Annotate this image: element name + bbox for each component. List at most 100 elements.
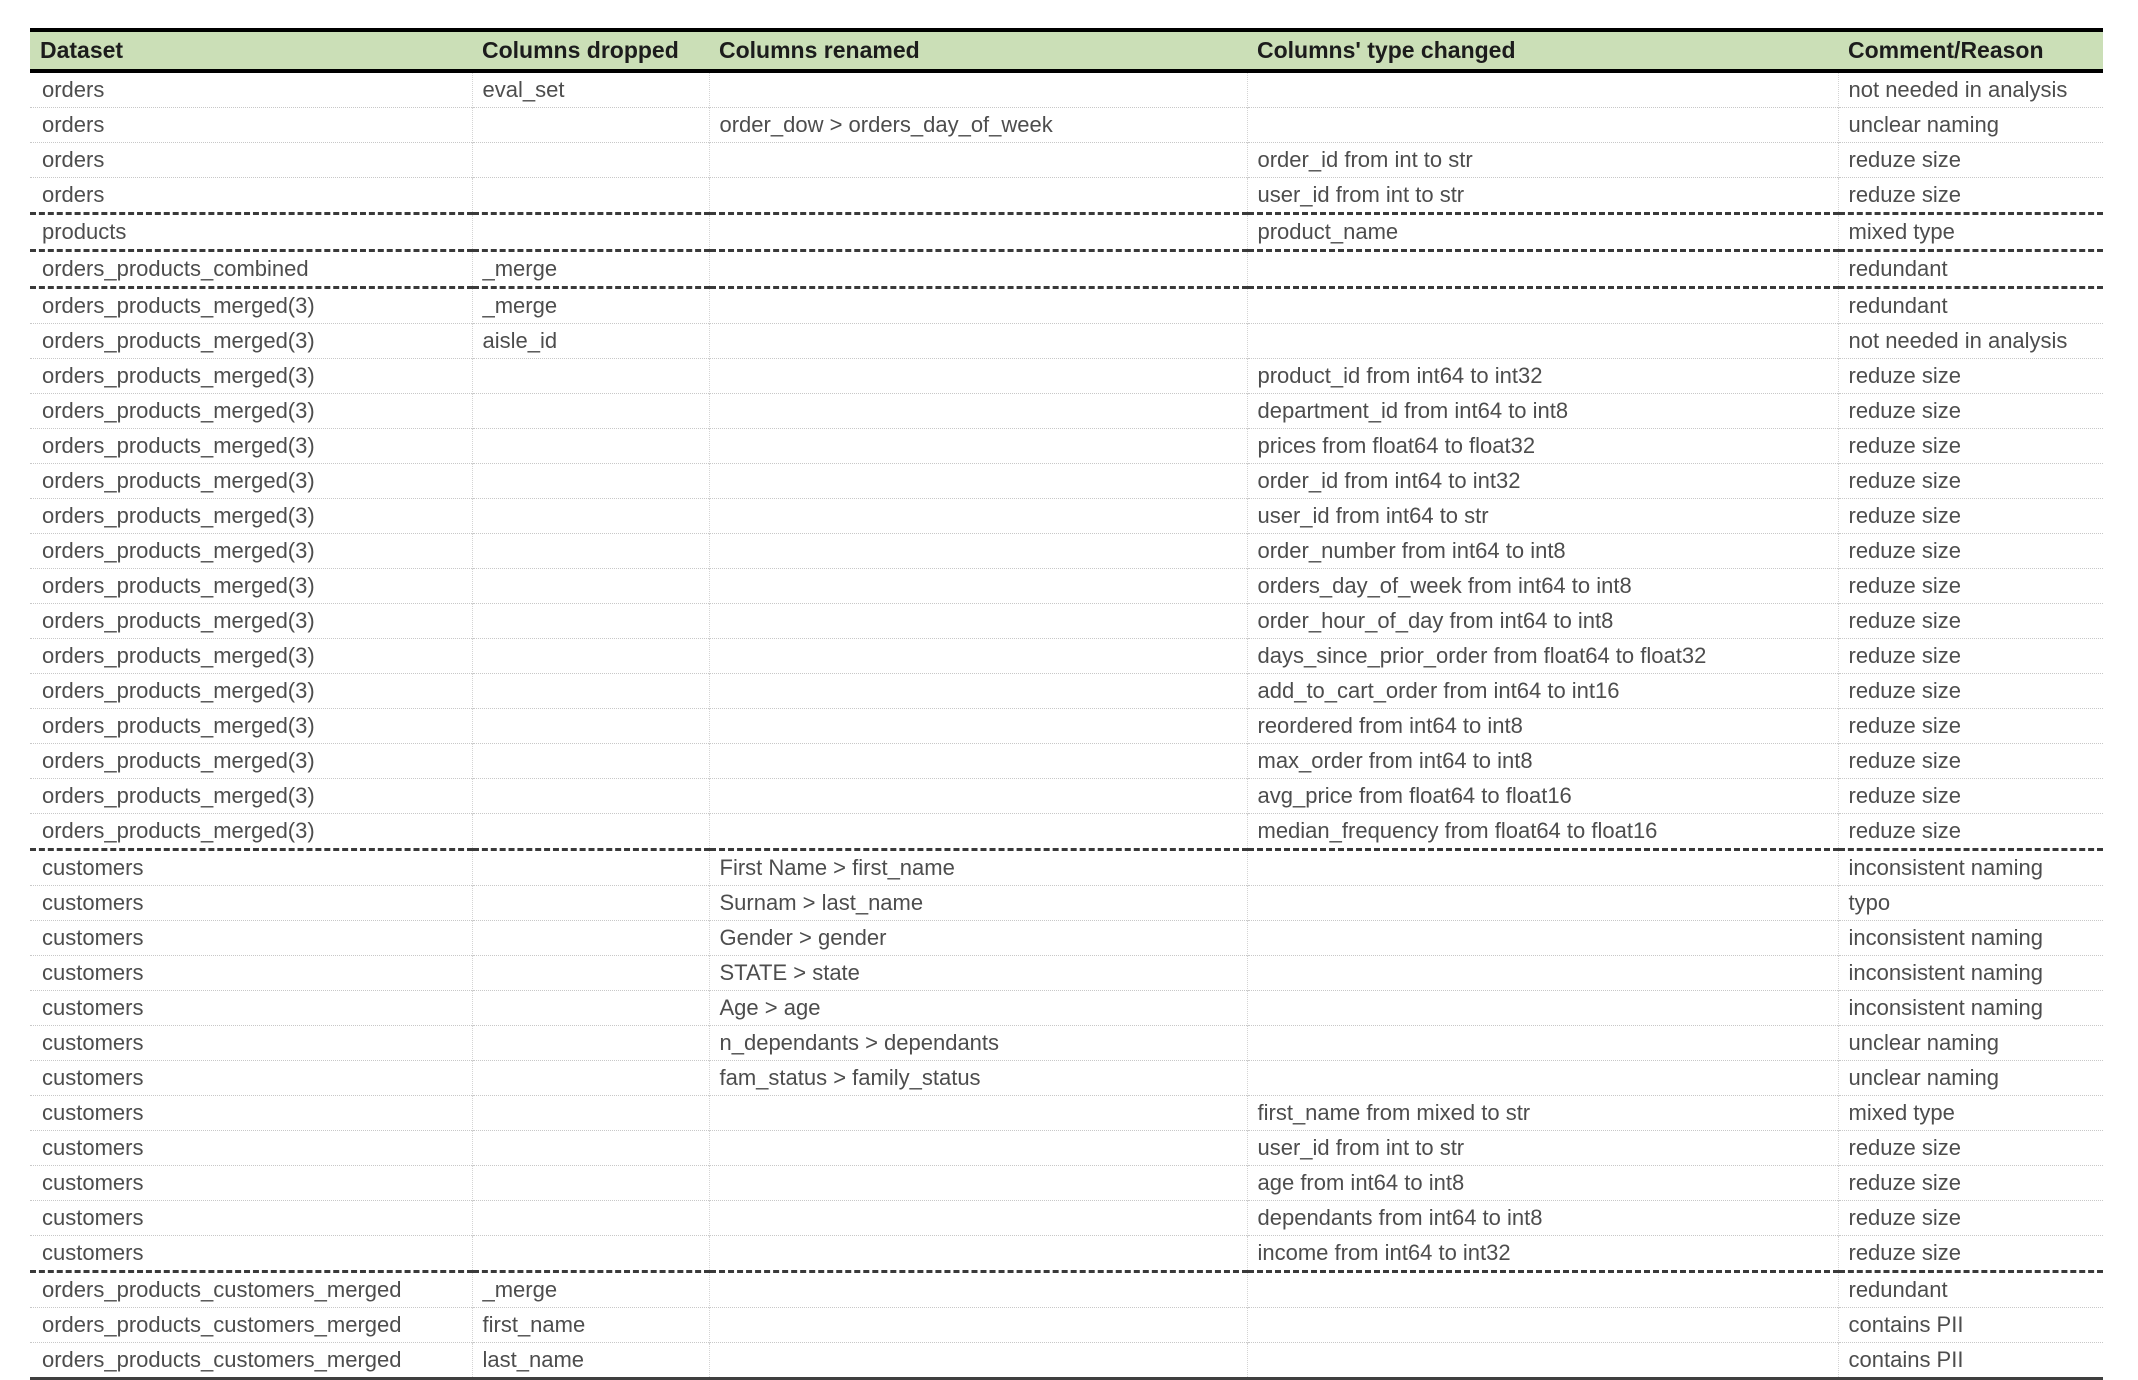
table-row: orders_products_merged(3) _merge redundant [30,286,2103,324]
cell-comment: contains PII [1837,1307,2103,1343]
cell-renamed [708,673,1247,709]
table-row: customers user_id from int to str reduze s… [30,1130,2103,1166]
cell-dataset: customers [30,1060,472,1096]
cell-renamed [708,323,1247,359]
cell-dropped [471,1025,709,1061]
cell-type-changed: prices from float64 to float32 [1246,428,1838,464]
cell-comment: reduze size [1837,813,2103,850]
cell-comment: reduze size [1837,1200,2103,1236]
cell-dataset: orders_products_merged(3) [30,603,472,639]
cell-dataset: orders_products_merged(3) [30,533,472,569]
cell-comment: reduze size [1837,463,2103,499]
table-row: customers income from int64 to int32 reduz… [30,1235,2103,1272]
column-header-comment-reason: Comment/Reason [1838,30,2103,73]
cell-dataset: customers [30,990,472,1026]
cell-dataset: customers [30,1095,472,1131]
cell-dropped [471,177,709,214]
cell-type-changed: product_name [1246,212,1838,251]
cell-renamed: n_dependants > dependants [708,1025,1247,1061]
cell-type-changed [1246,990,1838,1026]
cell-dropped [471,885,709,921]
cell-dropped [471,920,709,956]
cell-dropped [471,778,709,814]
cell-type-changed: reordered from int64 to int8 [1246,708,1838,744]
cell-renamed [708,708,1247,744]
table-row: orders_products_combined _merge redundant [30,249,2103,288]
cell-type-changed [1246,107,1838,143]
cell-comment: reduze size [1837,778,2103,814]
data-wrangling-log-table-container: Dataset Columns dropped Columns renamed … [30,28,2103,1380]
cell-renamed [708,813,1247,850]
table-row: orders_products_merged(3) order_hour_of_d… [30,603,2103,639]
cell-dropped: _merge [471,286,709,324]
table-body: orders eval_set not needed in analysis orde… [30,70,2103,1379]
cell-comment: mixed type [1837,1095,2103,1131]
cell-type-changed: first_name from mixed to str [1246,1095,1838,1131]
cell-type-changed: age from int64 to int8 [1246,1165,1838,1201]
cell-comment: reduze size [1837,1235,2103,1272]
cell-renamed: Surnam > last_name [708,885,1247,921]
column-header-columns-type-changed: Columns' type changed [1247,30,1838,73]
cell-comment: redundant [1837,1270,2103,1308]
cell-dropped [471,743,709,779]
cell-renamed: order_dow > orders_day_of_week [708,107,1247,143]
cell-dropped [471,848,709,886]
cell-type-changed: product_id from int64 to int32 [1246,358,1838,394]
cell-type-changed: department_id from int64 to int8 [1246,393,1838,429]
cell-type-changed [1246,249,1838,288]
cell-dataset: orders_products_merged(3) [30,393,472,429]
cell-type-changed [1246,70,1838,108]
cell-dataset: orders_products_merged(3) [30,463,472,499]
cell-dropped: aisle_id [471,323,709,359]
cell-comment: reduze size [1837,393,2103,429]
cell-type-changed [1246,1270,1838,1308]
cell-comment: not needed in analysis [1837,70,2103,108]
cell-renamed [708,142,1247,178]
cell-type-changed: user_id from int to str [1246,177,1838,214]
cell-type-changed: avg_price from float64 to float16 [1246,778,1838,814]
cell-comment: reduze size [1837,533,2103,569]
cell-type-changed: days_since_prior_order from float64 to f… [1246,638,1838,674]
cell-dropped [471,708,709,744]
cell-type-changed [1246,1307,1838,1343]
cell-comment: reduze size [1837,1130,2103,1166]
cell-type-changed: max_order from int64 to int8 [1246,743,1838,779]
cell-dataset: customers [30,848,472,886]
table-row: orders_products_merged(3) order_number fr… [30,533,2103,569]
column-header-columns-renamed: Columns renamed [709,30,1247,73]
table-row: customers Surnam > last_name typo [30,885,2103,921]
column-header-columns-dropped: Columns dropped [472,30,709,73]
cell-comment: contains PII [1837,1342,2103,1379]
cell-dataset: customers [30,1200,472,1236]
cell-dataset: orders_products_combined [30,249,472,288]
table-row: orders_products_merged(3) product_id from… [30,358,2103,394]
cell-dataset: customers [30,885,472,921]
cell-dropped [471,212,709,251]
cell-dataset: orders_products_merged(3) [30,743,472,779]
cell-comment: unclear naming [1837,1060,2103,1096]
cell-type-changed: income from int64 to int32 [1246,1235,1838,1272]
cell-dataset: orders_products_merged(3) [30,638,472,674]
cell-renamed: Gender > gender [708,920,1247,956]
table-row: orders_products_merged(3) aisle_id not nee… [30,323,2103,359]
cell-dropped [471,603,709,639]
cell-dropped [471,358,709,394]
table-row: orders eval_set not needed in analysis [30,70,2103,108]
cell-dataset: products [30,212,472,251]
cell-type-changed: dependants from int64 to int8 [1246,1200,1838,1236]
cell-dataset: customers [30,1025,472,1061]
cell-dropped [471,1200,709,1236]
cell-dataset: orders_products_merged(3) [30,778,472,814]
table-header-row: Dataset Columns dropped Columns renamed … [30,30,2103,73]
cell-dropped: _merge [471,1270,709,1308]
cell-renamed [708,1200,1247,1236]
cell-dataset: orders_products_merged(3) [30,323,472,359]
table-row: orders_products_merged(3) prices from flo… [30,428,2103,464]
cell-dropped [471,1130,709,1166]
cell-renamed [708,638,1247,674]
cell-renamed [708,1342,1247,1379]
cell-type-changed [1246,323,1838,359]
cell-dropped [471,463,709,499]
cell-type-changed: order_id from int to str [1246,142,1838,178]
cell-renamed [708,286,1247,324]
